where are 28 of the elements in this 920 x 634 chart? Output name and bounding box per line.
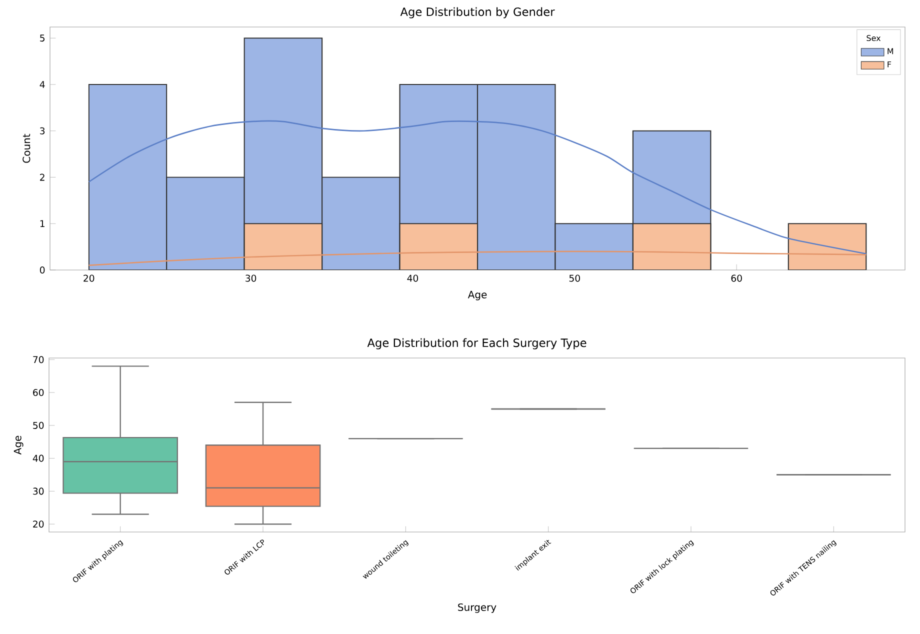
- x-axis-title: Surgery: [458, 603, 496, 613]
- x-axis-title: Age: [468, 290, 487, 300]
- y-tick-label: 3: [40, 127, 45, 134]
- line-series: [88, 250, 867, 266]
- x-tick-label: 30: [246, 274, 256, 282]
- legend-label: M: [888, 48, 894, 54]
- y-tick-label: 1: [40, 220, 44, 228]
- y-tick-label: 0: [40, 266, 45, 274]
- x-tick-label: 40: [407, 274, 418, 282]
- chart-title: Age Distribution by Gender: [400, 7, 555, 18]
- x-tick-label: 50: [569, 274, 580, 282]
- line-series: [88, 120, 867, 254]
- y-tick-label: 4: [40, 81, 45, 88]
- x-tick-label: 60: [731, 274, 742, 282]
- y-tick-label: 70: [33, 356, 44, 364]
- y-tick-label: 60: [33, 389, 44, 396]
- y-tick-label: 40: [32, 454, 44, 462]
- x-tick-label: 20: [84, 274, 94, 282]
- y-tick-label: 50: [33, 422, 44, 429]
- y-tick-label: 20: [33, 520, 44, 528]
- chart-title: Age Distribution for Each Surgery Type: [367, 338, 586, 350]
- y-tick-label: 5: [40, 34, 44, 42]
- y-axis-title: Count: [22, 134, 30, 163]
- y-axis-title: Age: [14, 436, 24, 455]
- y-tick-label: 30: [33, 488, 44, 495]
- y-tick-label: 2: [40, 174, 44, 181]
- legend-title: Sex: [866, 35, 881, 42]
- legend-label: F: [888, 61, 892, 68]
